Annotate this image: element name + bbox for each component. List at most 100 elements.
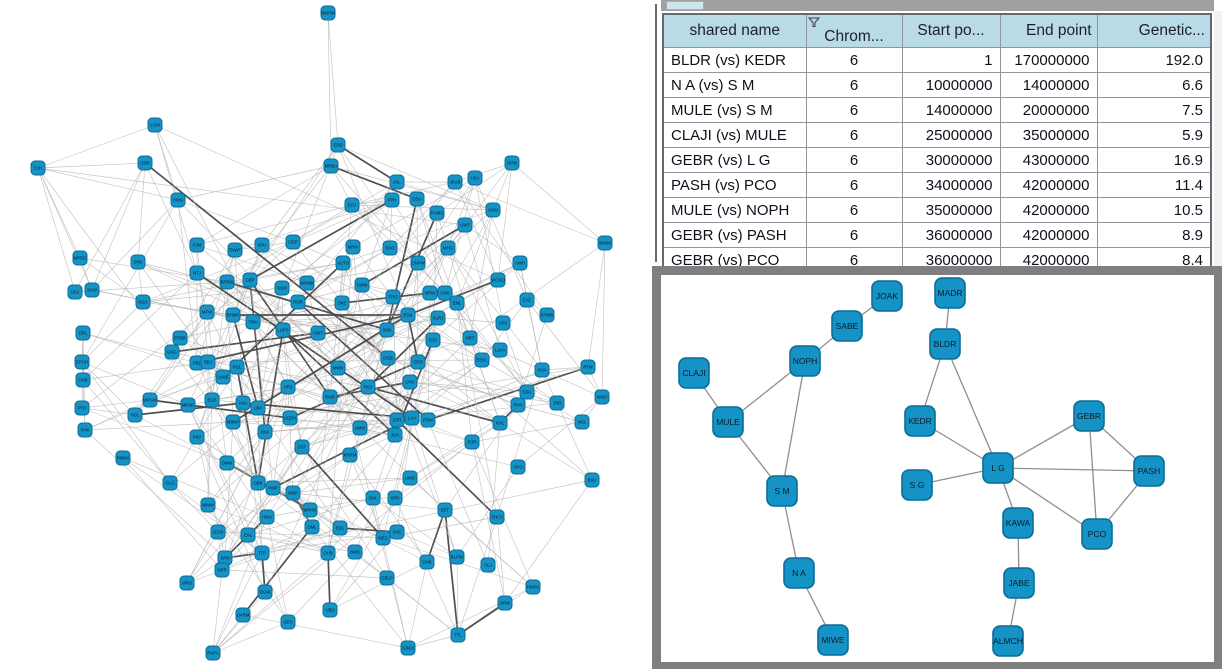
network-node[interactable]: DKE [334,295,350,311]
cell-genetic[interactable]: 7.5 [1096,97,1212,123]
network-node[interactable]: GNL [365,490,381,506]
network-node[interactable]: MRBU [323,158,339,174]
cell-end[interactable]: 14000000 [999,72,1098,98]
network-node[interactable]: SSU [519,384,535,400]
cell-end[interactable]: 43000000 [999,147,1098,173]
cell-start[interactable]: 1 [901,47,1001,73]
network-node[interactable]: PUMS [429,205,445,221]
network-node[interactable]: L G [982,452,1014,484]
table-row[interactable]: BLDR (vs) KEDR 6 1 170000000 192.0 [662,47,1212,73]
cell-start[interactable]: 14000000 [901,97,1001,123]
network-node[interactable]: OGB [380,350,396,366]
network-node[interactable]: ODP [285,234,301,250]
column-header[interactable]: Chrom... [805,13,903,48]
network-node[interactable]: GEH [280,614,296,630]
network-node[interactable]: PASH [1133,455,1165,487]
network-node[interactable]: WWM [597,235,613,251]
network-node[interactable]: UGJ [67,284,83,300]
network-node[interactable]: GHK [419,554,435,570]
network-node[interactable]: HPS [280,379,296,395]
network-node[interactable]: UBD [322,602,338,618]
network-node[interactable]: PPH [384,192,400,208]
detail-network-canvas[interactable]: JOAK MADR SABE BLDR NOPH CLAJI KEDR GEBR MULE L G… [661,275,1214,662]
network-node[interactable]: EJH [30,160,46,176]
cell-end[interactable]: 170000000 [999,47,1098,73]
cell-genetic[interactable]: 6.6 [1096,72,1212,98]
network-node[interactable]: JUS [387,427,403,443]
cell-chromosome[interactable]: 6 [805,172,903,198]
network-node[interactable]: EAE [519,292,535,308]
cell-end[interactable]: 42000000 [999,172,1098,198]
network-node[interactable]: EAL [240,527,256,543]
network-node[interactable]: PMP [265,480,281,496]
table-row[interactable]: N A (vs) S M 6 10000000 14000000 6.6 [662,72,1212,98]
network-node[interactable]: PHK [77,422,93,438]
cell-chromosome[interactable]: 6 [805,197,903,223]
network-node[interactable]: UWT [457,217,473,233]
cell-shared-name[interactable]: N A (vs) S M [662,72,807,98]
network-node[interactable]: SPS [495,315,511,331]
network-node[interactable]: OPO [510,459,526,475]
network-node[interactable]: WPGM [142,392,158,408]
network-node[interactable]: JRB [549,395,565,411]
cell-end[interactable]: 35000000 [999,122,1098,148]
cell-shared-name[interactable]: MULE (vs) NOPH [662,197,807,223]
network-node[interactable]: PKP [189,429,205,445]
network-node[interactable]: SRK [130,254,146,270]
cell-chromosome[interactable]: 6 [805,122,903,148]
cell-shared-name[interactable]: PASH (vs) PCO [662,172,807,198]
network-node[interactable]: DDU [409,191,425,207]
network-node[interactable]: DML [304,519,320,535]
cell-start[interactable]: 25000000 [901,122,1001,148]
network-node[interactable]: RTM [580,359,596,375]
network-node[interactable]: RJR [464,434,480,450]
network-node[interactable]: TTL [450,627,466,643]
network-node[interactable]: KAWA [1002,507,1034,539]
network-node[interactable]: DWM [354,277,370,293]
network-node[interactable]: UGDH [282,410,298,426]
network-node[interactable]: WHMK [299,275,315,291]
table-row[interactable]: MULE (vs) S M 6 14000000 20000000 7.5 [662,97,1212,123]
network-node[interactable]: JOAK [871,280,903,312]
network-node[interactable]: EEKL [474,352,490,368]
network-node[interactable]: WMW [200,497,216,513]
table-row[interactable]: PASH (vs) PCO 6 34000000 42000000 11.4 [662,172,1212,198]
network-node[interactable]: NRT [462,330,478,346]
network-node[interactable]: EML [449,295,465,311]
network-node[interactable]: NGS [135,294,151,310]
network-node[interactable]: PGL [229,359,245,375]
cell-chromosome[interactable]: 6 [805,147,903,173]
network-node[interactable]: JABE [1003,567,1035,599]
network-node[interactable]: RGJ [360,379,376,395]
network-node[interactable]: BNJ [257,424,273,440]
network-node[interactable]: BJU [425,332,441,348]
network-node[interactable]: ERBB [172,330,188,346]
cell-genetic[interactable]: 5.9 [1096,122,1212,148]
network-node[interactable]: ALMCH [992,625,1024,657]
cell-chromosome[interactable]: 6 [805,222,903,248]
network-edge[interactable] [997,467,1098,535]
cell-shared-name[interactable]: BLDR (vs) KEDR [662,47,807,73]
cell-chromosome[interactable]: 6 [805,72,903,98]
network-node[interactable]: S G [901,469,933,501]
cell-genetic[interactable]: 10.5 [1096,197,1212,223]
network-edge[interactable] [997,467,1150,472]
network-node[interactable]: SKW [84,282,100,298]
network-node[interactable]: LAA [404,410,420,426]
network-node[interactable]: GNS [437,285,453,301]
network-node[interactable]: KHL [492,415,508,431]
network-node[interactable]: MPHB [302,502,318,518]
network-node[interactable]: EPUH [74,354,90,370]
network-node[interactable]: WWJ [594,389,610,405]
network-node[interactable]: MTW [199,304,215,320]
network-node[interactable]: PTO [74,400,90,416]
network-node[interactable]: MES [375,530,391,546]
cell-genetic[interactable]: 8.9 [1096,222,1212,248]
network-node[interactable]: TNWT [227,242,243,258]
network-node[interactable]: OLJ [480,557,496,573]
network-node[interactable]: JKL [389,174,405,190]
filter-funnel-icon[interactable] [807,17,820,28]
network-node[interactable]: MWN [330,360,346,376]
network-node[interactable]: AUTO [335,255,351,271]
cell-shared-name[interactable]: GEBR (vs) PASH [662,222,807,248]
